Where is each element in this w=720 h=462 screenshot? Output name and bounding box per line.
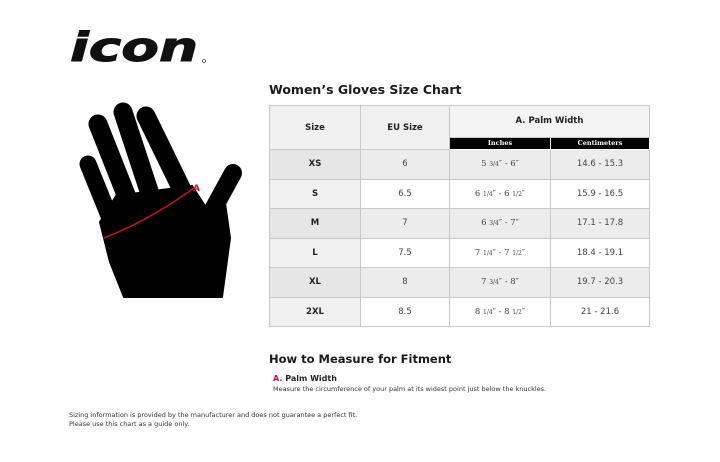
table-row: M 7 6 3/4″ - 7″ 17.1 - 17.8 [269,208,650,239]
cell-size: S [269,178,361,209]
icon-logo: icon [70,28,206,68]
hand-silhouette [79,102,242,298]
cell-cm: 15.9 - 16.5 [550,178,650,209]
cell-inches: 6 1/4″ - 6 1/2″ [449,178,551,209]
palm-width-label: A. Palm Width [273,374,337,383]
header-eu: EU Size [360,105,450,150]
cell-size: L [269,237,361,268]
header-palm: A. Palm Width [449,105,650,138]
size-table: Size EU Size A. Palm Width Inches Centim… [269,105,650,327]
chart-title: Women’s Gloves Size Chart [269,82,462,97]
table-row: XL 8 7 3/4″ - 8″ 19.7 - 20.3 [269,267,650,298]
hand-diagram: A [79,102,242,298]
cell-size: 2XL [269,296,361,327]
cell-eu: 7.5 [360,237,450,268]
cell-inches: 7 1/4″ - 7 1/2″ [449,237,551,268]
cell-size: XS [269,149,361,180]
marker-label: A [193,184,200,194]
cell-inches: 7 3/4″ - 8″ [449,267,551,298]
disclaimer-line: Please use this chart as a guide only. [69,420,190,428]
cell-cm: 19.7 - 20.3 [550,267,650,298]
palm-measure-line [103,187,195,239]
cell-inches: 8 1/4″ - 8 1/2″ [449,296,551,327]
cell-cm: 18.4 - 19.1 [550,237,650,268]
palm-width-letter: A. [273,374,283,383]
cell-size: XL [269,267,361,298]
cell-eu: 8 [360,267,450,298]
cell-cm: 21 - 21.6 [550,296,650,327]
cell-eu: 6.5 [360,178,450,209]
palm-width-text: Palm Width [285,374,337,383]
disclaimer: Sizing information is provided by the ma… [69,411,357,429]
howto-title: How to Measure for Fitment [269,352,452,366]
cell-eu: 6 [360,149,450,180]
cell-cm: 14.6 - 15.3 [550,149,650,180]
table-row: XS 6 5 3/4″ - 6″ 14.6 - 15.3 [269,149,650,180]
svg-text:icon: icon [70,28,198,68]
cell-cm: 17.1 - 17.8 [550,208,650,239]
header-cm: Centimeters [550,136,650,151]
cell-eu: 8.5 [360,296,450,327]
header-size: Size [269,105,361,150]
disclaimer-line: Sizing information is provided by the ma… [69,411,358,419]
cell-inches: 5 3/4″ - 6″ [449,149,551,180]
table-row: L 7.5 7 1/4″ - 7 1/2″ 18.4 - 19.1 [269,237,650,268]
cell-size: M [269,208,361,239]
palm-width-description: Measure the circumference of your palm a… [273,385,547,393]
cell-eu: 7 [360,208,450,239]
table-row: 2XL 8.5 8 1/4″ - 8 1/2″ 21 - 21.6 [269,296,650,327]
cell-inches: 6 3/4″ - 7″ [449,208,551,239]
header-inches: Inches [449,136,551,151]
table-row: S 6.5 6 1/4″ - 6 1/2″ 15.9 - 16.5 [269,178,650,209]
